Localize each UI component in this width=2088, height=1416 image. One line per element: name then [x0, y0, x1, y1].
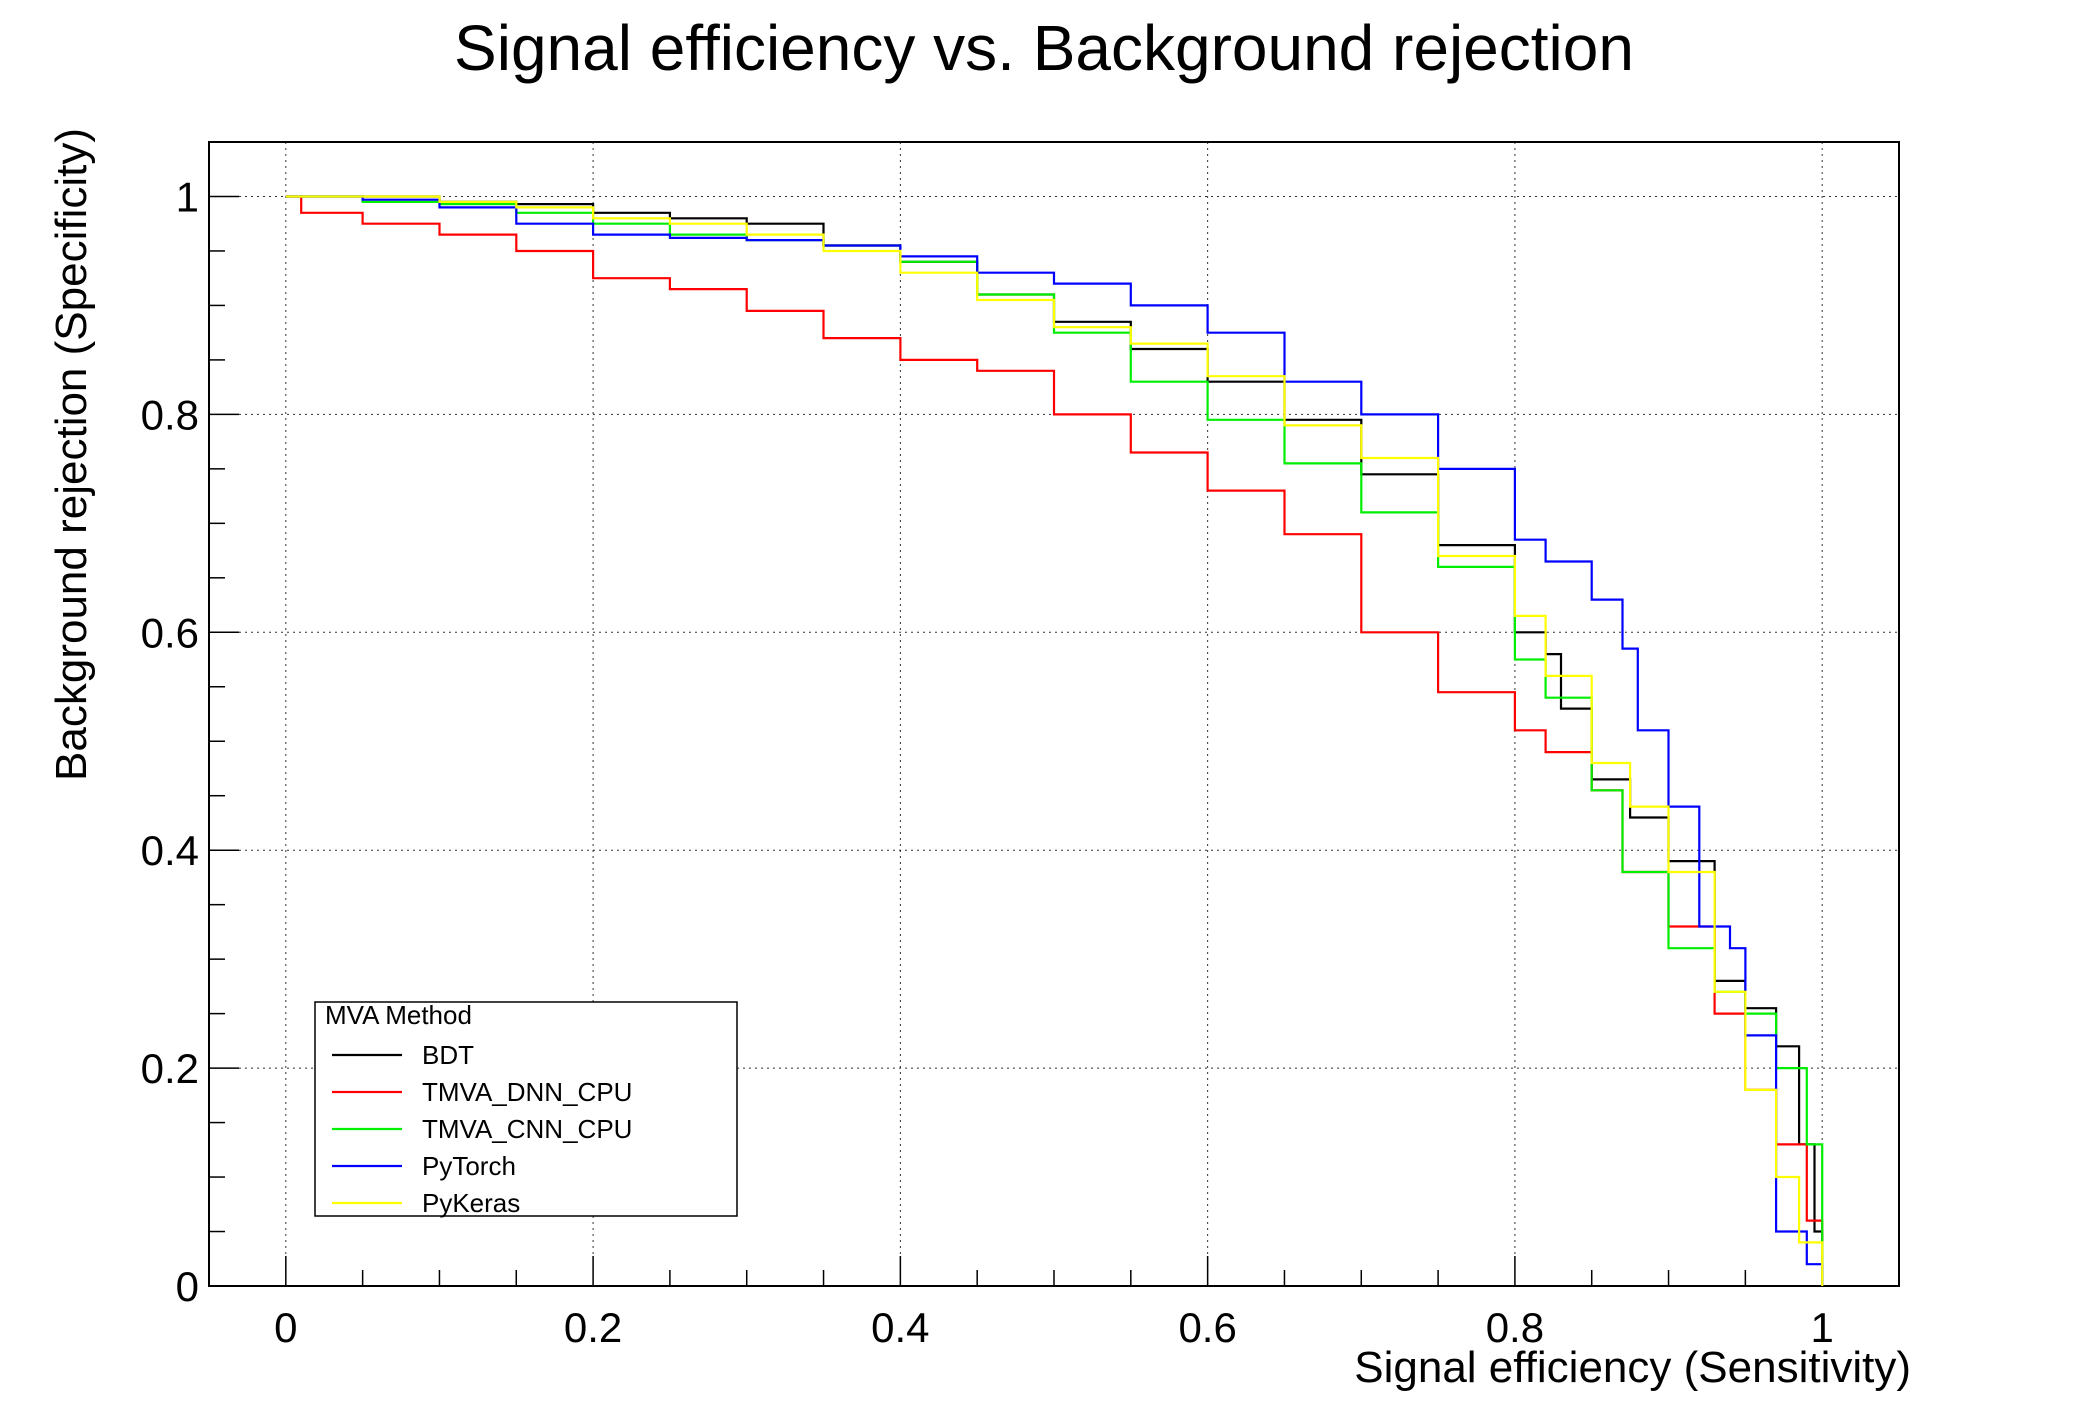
series-line-pytorch	[285, 195, 1824, 1286]
series-line-pykeras	[285, 195, 1824, 1286]
x-tick-label: 0	[274, 1304, 297, 1351]
legend-entry-label: TMVA_CNN_CPU	[422, 1114, 632, 1144]
legend-entry-label: TMVA_DNN_CPU	[422, 1077, 632, 1107]
x-tick-label: 0.6	[1178, 1304, 1236, 1351]
legend-entry-label: PyTorch	[422, 1151, 516, 1181]
legend: MVA Method BDT TMVA_DNN_CPU TMVA_CNN_CPU Py…	[314, 1000, 738, 1218]
x-tick-label: 0.2	[564, 1304, 622, 1351]
x-tick-label: 0.8	[1486, 1304, 1544, 1351]
y-tick-label: 0.2	[141, 1045, 199, 1092]
x-axis-label: Signal efficiency (Sensitivity)	[1354, 1343, 1911, 1392]
y-axis-label: Background rejection (Specificity)	[47, 128, 96, 781]
legend-box	[314, 1001, 738, 1217]
x-tick-label: 1	[1811, 1304, 1834, 1351]
y-tick-label: 0	[176, 1263, 199, 1310]
legend-entry-label: PyKeras	[422, 1188, 520, 1218]
legend-entry-label: BDT	[422, 1040, 474, 1070]
y-tick-label: 0.4	[141, 827, 199, 874]
y-tick-label: 1	[176, 173, 199, 220]
series-lines	[285, 195, 1824, 1286]
chart-title: Signal efficiency vs. Background rejecti…	[454, 12, 1634, 84]
y-tick-label: 0.8	[141, 391, 199, 438]
x-tick-label: 0.4	[871, 1304, 929, 1351]
y-tick-label: 0.6	[141, 609, 199, 656]
legend-items: BDT TMVA_DNN_CPU TMVA_CNN_CPU PyTorch PyKera…	[332, 1040, 632, 1218]
legend-title: MVA Method	[325, 1000, 472, 1030]
